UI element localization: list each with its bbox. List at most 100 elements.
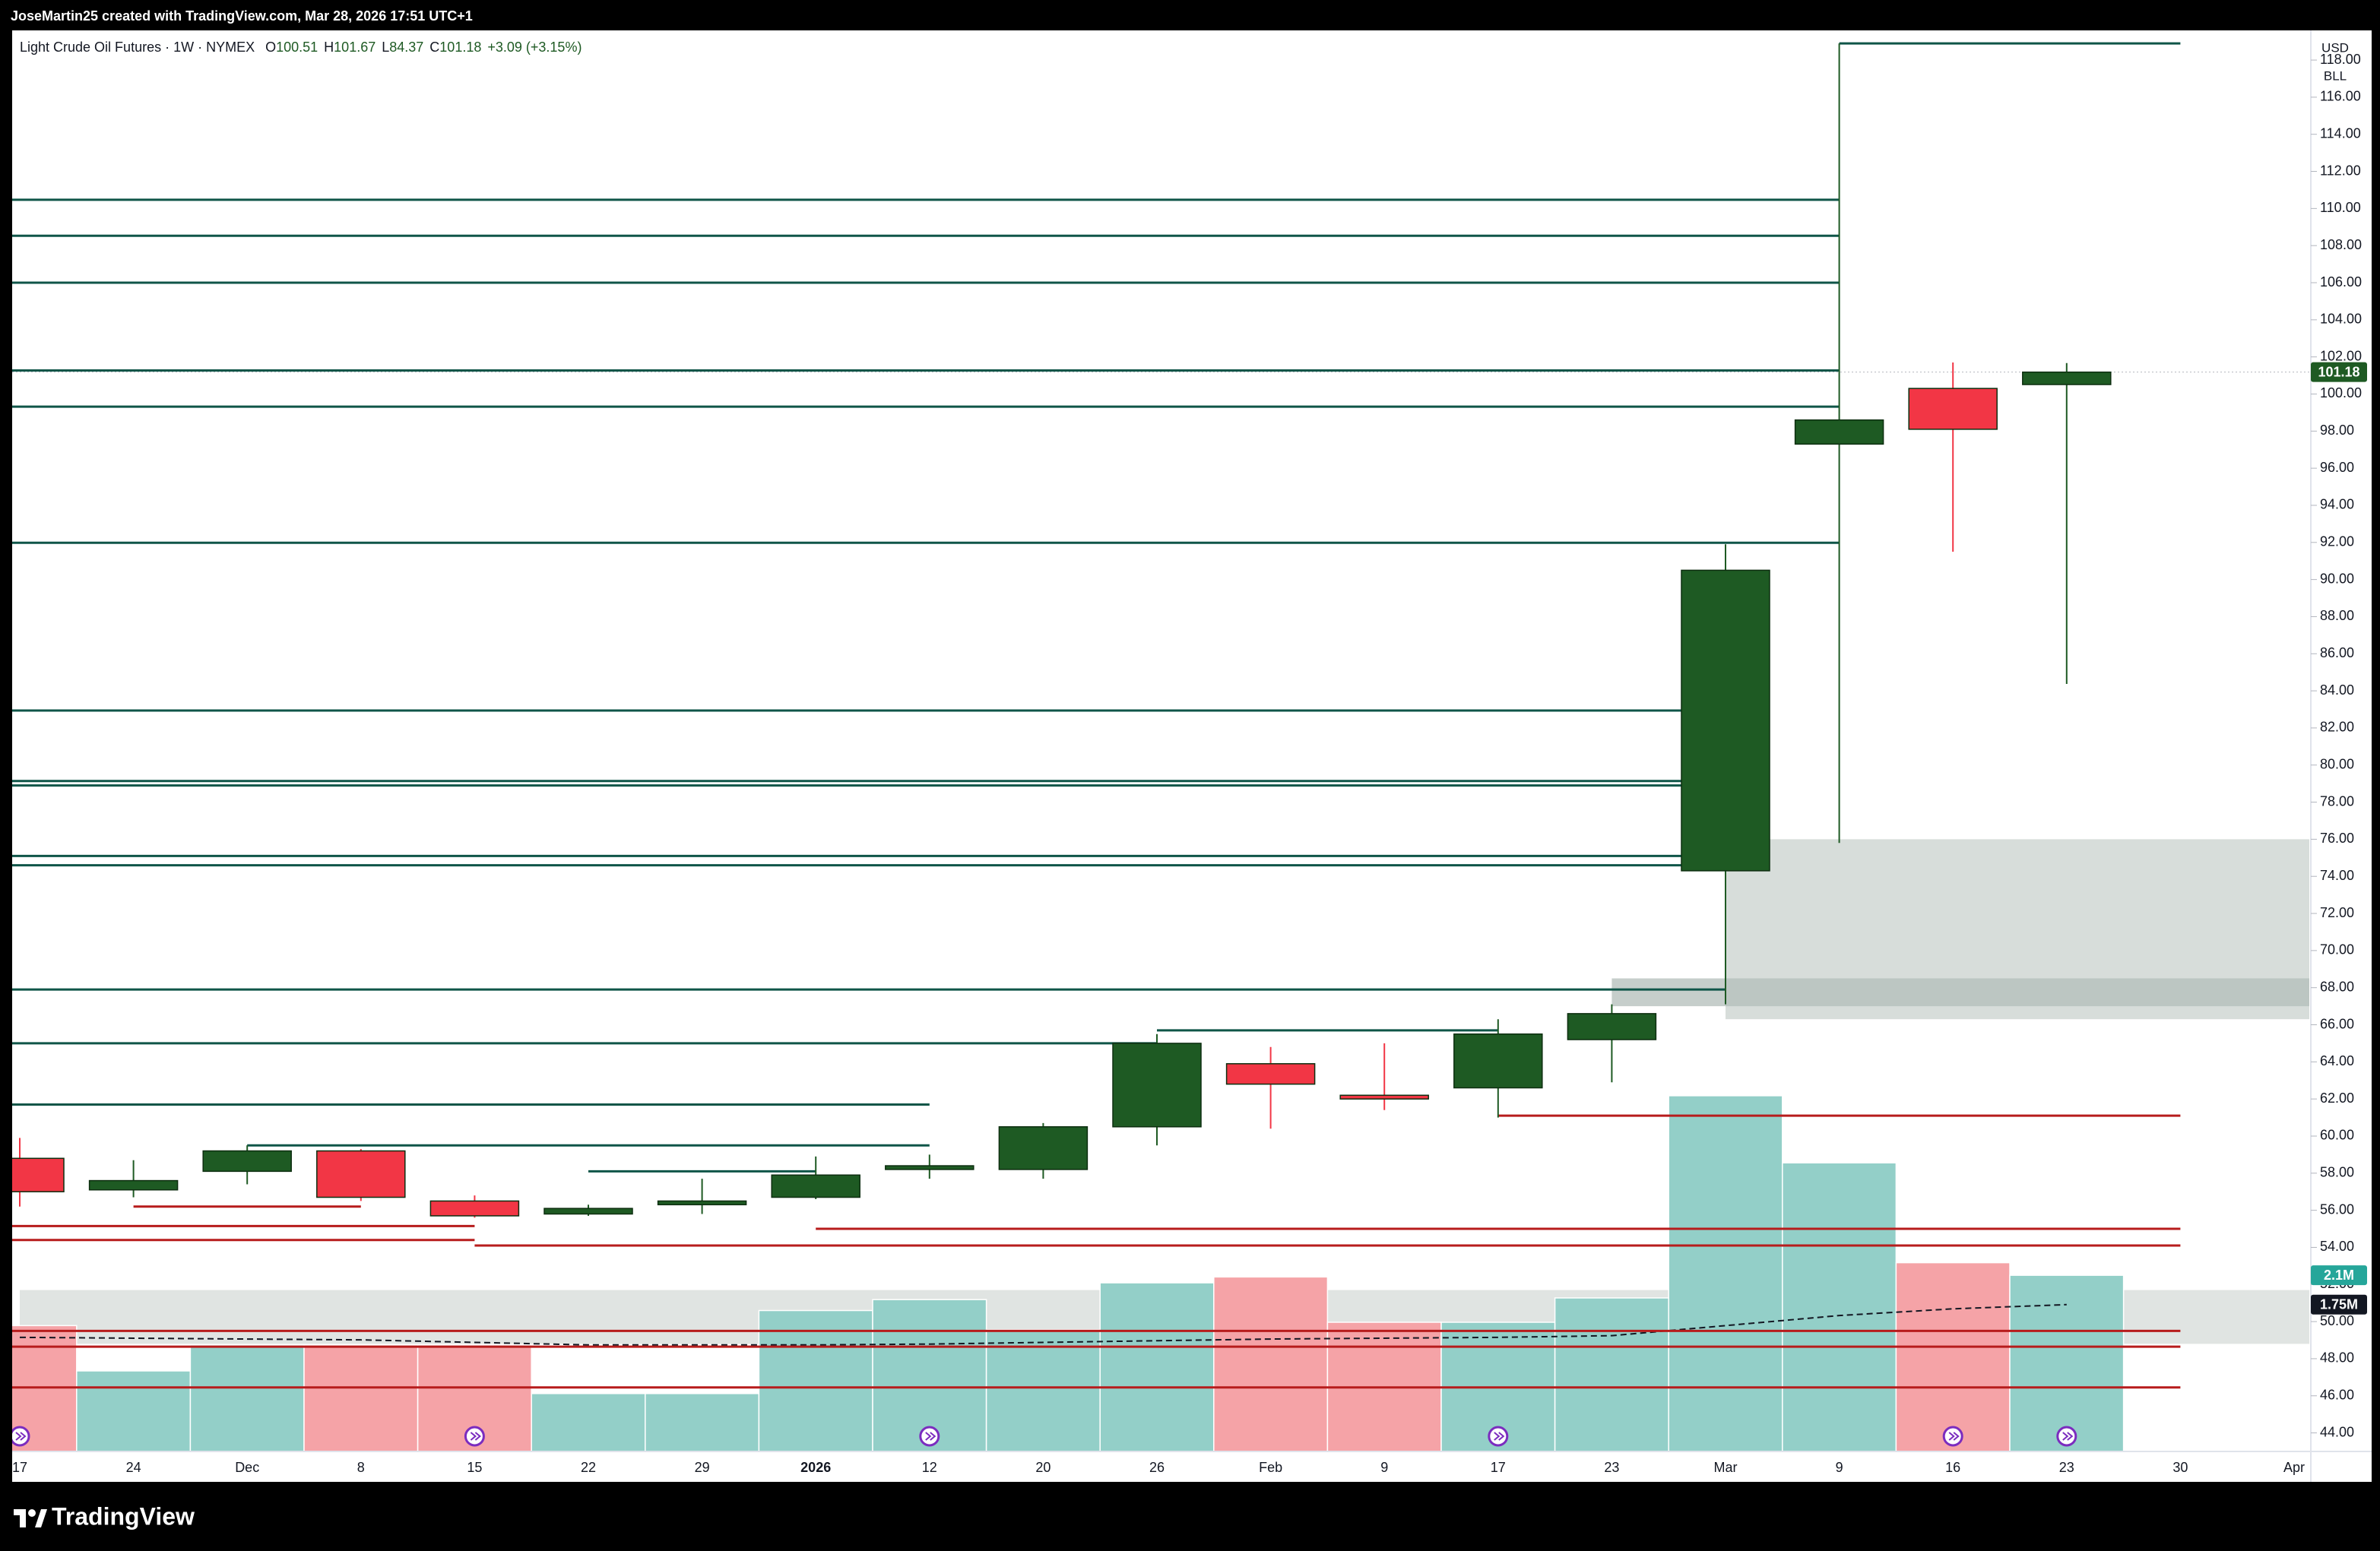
y-tick-label: 80.00 bbox=[2320, 756, 2354, 771]
volume-bar bbox=[189, 1344, 305, 1451]
candle-body bbox=[1567, 1013, 1657, 1040]
change: +3.09 (+3.15%) bbox=[487, 40, 582, 55]
y-tick-label: 78.00 bbox=[2320, 793, 2354, 809]
y-tick-label: 94.00 bbox=[2320, 497, 2354, 512]
y-tick-label: 106.00 bbox=[2320, 274, 2362, 290]
x-tick-label: 9 bbox=[1380, 1460, 1388, 1475]
x-tick-label: 16 bbox=[1945, 1460, 1960, 1475]
candle-body bbox=[316, 1150, 406, 1198]
y-tick-label: 62.00 bbox=[2320, 1090, 2354, 1106]
x-tick-label: 26 bbox=[1149, 1460, 1165, 1475]
x-tick-label: Mar bbox=[1714, 1460, 1738, 1475]
candle-body bbox=[1908, 388, 1998, 430]
price-badge-label: 101.18 bbox=[2318, 364, 2359, 379]
x-tick-label: 12 bbox=[922, 1460, 937, 1475]
x-tick-label: Dec bbox=[235, 1460, 259, 1475]
y-tick-label: 74.00 bbox=[2320, 868, 2354, 883]
y-tick-label: 54.00 bbox=[2320, 1239, 2354, 1254]
x-tick-label: 20 bbox=[1035, 1460, 1051, 1475]
y-tick-label: 64.00 bbox=[2320, 1053, 2354, 1068]
ohlc-value: 101.67 bbox=[334, 40, 376, 55]
brand-logo bbox=[14, 1509, 47, 1527]
y-tick-label: 72.00 bbox=[2320, 905, 2354, 920]
price-badge-label: 1.75M bbox=[2320, 1297, 2358, 1312]
y-tick-label: 100.00 bbox=[2320, 385, 2362, 400]
candle-body bbox=[657, 1200, 747, 1206]
y-tick-label: 56.00 bbox=[2320, 1201, 2354, 1217]
y-tick-label: 84.00 bbox=[2320, 682, 2354, 698]
legend-header: Light Crude Oil Futures · 1W · NYMEX O100… bbox=[20, 40, 582, 55]
x-tick-label: 17 bbox=[12, 1460, 27, 1475]
y-tick-label: 92.00 bbox=[2320, 534, 2354, 549]
x-tick-label: 9 bbox=[1836, 1460, 1843, 1475]
volume-bar bbox=[1554, 1297, 1669, 1451]
chart-title: Light Crude Oil Futures · 1W · NYMEX bbox=[20, 40, 255, 55]
volume-bar bbox=[1099, 1282, 1215, 1451]
credit: JoseMartin25 created with TradingView.co… bbox=[11, 8, 473, 24]
x-tick-label: 29 bbox=[695, 1460, 710, 1475]
ohlc-value: 84.37 bbox=[389, 40, 423, 55]
brand: TradingView bbox=[52, 1502, 195, 1530]
x-tick-label: 23 bbox=[1604, 1460, 1619, 1475]
x-tick-label: 30 bbox=[2172, 1460, 2188, 1475]
y-tick-label: 110.00 bbox=[2320, 200, 2361, 215]
event-icon-glyph bbox=[1948, 1432, 1960, 1441]
logo-shape bbox=[20, 1509, 26, 1527]
currency: USD bbox=[2321, 40, 2349, 55]
event-icon-glyph bbox=[1494, 1432, 1505, 1441]
logo-shape bbox=[28, 1509, 36, 1517]
x-tick-label: 15 bbox=[467, 1460, 482, 1475]
event-icon-glyph bbox=[15, 1432, 27, 1441]
volume-bar bbox=[645, 1393, 760, 1451]
ohlc-prefix: L bbox=[382, 40, 389, 55]
volume-bar bbox=[1782, 1162, 1897, 1451]
candle-body bbox=[1794, 419, 1884, 445]
candle-body bbox=[1112, 1043, 1202, 1128]
y-tick-label: 50.00 bbox=[2320, 1313, 2354, 1328]
volume-bar bbox=[1213, 1276, 1329, 1451]
y-tick-label: 86.00 bbox=[2320, 645, 2354, 660]
y-tick-label: 112.00 bbox=[2320, 163, 2361, 178]
y-tick-label: 66.00 bbox=[2320, 1016, 2354, 1031]
volume-bar bbox=[531, 1393, 646, 1451]
y-tick-label: 118.00 bbox=[2320, 52, 2361, 67]
volume-ma bbox=[19, 1303, 2067, 1346]
candle-body bbox=[2022, 371, 2112, 385]
y-tick-label: 104.00 bbox=[2320, 312, 2362, 327]
y-tick-label: 76.00 bbox=[2320, 831, 2354, 846]
volume-bar bbox=[2009, 1274, 2125, 1451]
y-tick-label: 108.00 bbox=[2320, 237, 2362, 252]
y-tick-label: 88.00 bbox=[2320, 608, 2354, 623]
price-badge bbox=[2311, 1294, 2367, 1315]
x-tick-label: Feb bbox=[1259, 1460, 1282, 1475]
y-tick-label: 46.00 bbox=[2320, 1388, 2354, 1403]
ohlc-prefix: H bbox=[324, 40, 334, 55]
y-tick-label: 98.00 bbox=[2320, 423, 2354, 438]
chart-panel bbox=[12, 30, 2372, 1482]
x-tick-label: 24 bbox=[126, 1460, 141, 1475]
candle-body bbox=[998, 1126, 1089, 1170]
price-badge-label: 2.1M bbox=[2324, 1268, 2354, 1283]
plot-area bbox=[12, 42, 2311, 1451]
y-tick-label: 68.00 bbox=[2320, 979, 2354, 994]
candle-body bbox=[544, 1208, 633, 1215]
y-tick-label: 82.00 bbox=[2320, 720, 2354, 735]
x-tick-label: 8 bbox=[357, 1460, 365, 1475]
y-tick-label: 114.00 bbox=[2320, 125, 2361, 141]
price-badge bbox=[2311, 362, 2367, 382]
y-tick-label: 70.00 bbox=[2320, 942, 2354, 958]
price-badge bbox=[2311, 1265, 2367, 1286]
logo-shape bbox=[35, 1509, 47, 1527]
event-icon-glyph bbox=[470, 1432, 481, 1441]
ohlc-value: 101.18 bbox=[439, 40, 481, 55]
x-tick-label: 17 bbox=[1491, 1460, 1506, 1475]
y-tick-label: 44.00 bbox=[2320, 1424, 2354, 1439]
y-tick-label: 96.00 bbox=[2320, 460, 2354, 475]
x-tick-label: 2026 bbox=[800, 1460, 831, 1475]
x-tick-label: Apr bbox=[2283, 1460, 2305, 1475]
candle-body bbox=[1225, 1063, 1316, 1085]
axes: 44.0046.0048.0050.0052.0054.0056.0058.00… bbox=[12, 52, 2367, 1475]
y-tick-label: 116.00 bbox=[2320, 89, 2361, 104]
